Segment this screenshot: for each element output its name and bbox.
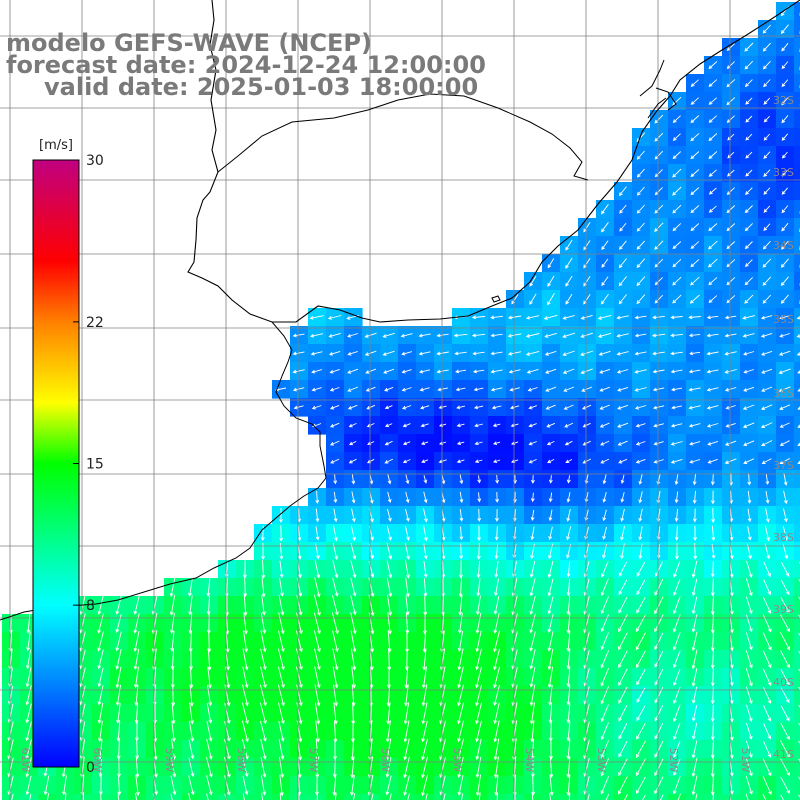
field-cell <box>614 794 633 800</box>
colorbar-tick-label: 8 <box>86 598 95 614</box>
field-cell <box>200 794 219 800</box>
field-cell <box>632 794 651 800</box>
field-cell <box>650 794 669 800</box>
field-cell <box>794 506 800 525</box>
lat-label: 37S <box>773 459 794 472</box>
field-cell <box>758 794 777 800</box>
lon-label: 57W <box>307 748 320 773</box>
field-cell <box>794 128 800 147</box>
field-cell <box>2 794 21 800</box>
field-cell <box>794 488 800 507</box>
field-cell <box>254 794 273 800</box>
field-cell <box>398 794 417 800</box>
field-cell <box>596 794 615 800</box>
field-cell <box>794 632 800 651</box>
field-cell <box>794 650 800 669</box>
field-cell <box>794 2 800 21</box>
field-cell <box>380 794 399 800</box>
field-cell <box>794 578 800 597</box>
lon-label: 52W <box>667 748 680 773</box>
field-cell <box>794 290 800 309</box>
lat-label: 32S <box>773 94 794 107</box>
field-cell <box>20 794 39 800</box>
lon-label: 53W <box>595 748 608 773</box>
valid-date: valid date: 2025-01-03 18:00:00 <box>44 75 478 99</box>
field-cell <box>794 200 800 219</box>
field-cell <box>794 758 800 777</box>
field-cell <box>668 794 687 800</box>
field-cell <box>236 794 255 800</box>
field-cell <box>776 794 795 800</box>
field-cell <box>794 776 800 795</box>
field-cell <box>164 794 183 800</box>
field-cell <box>794 740 800 759</box>
lat-label: 35S <box>773 313 794 326</box>
lat-label: 38S <box>773 531 794 544</box>
lon-label: 51W <box>739 748 752 773</box>
field-cell <box>542 794 561 800</box>
field-cell <box>794 614 800 633</box>
field-cell <box>794 218 800 237</box>
field-cell <box>794 560 800 579</box>
colorbar-tick-label: 30 <box>86 153 104 169</box>
field-cell <box>182 794 201 800</box>
field-cell <box>794 272 800 291</box>
field-cell <box>794 74 800 93</box>
lon-label: 55W <box>451 748 464 773</box>
colorbar-tick-label: 0 <box>86 760 95 776</box>
field-cell <box>794 668 800 687</box>
lon-label: 59W <box>163 748 176 773</box>
field-cell <box>722 794 741 800</box>
colorbar-tick-label: 15 <box>86 457 104 473</box>
lat-label: 33S <box>773 166 794 179</box>
lat-label: 34S <box>773 239 794 252</box>
lon-label: 56W <box>379 748 392 773</box>
uruguay-border <box>218 94 588 180</box>
field-cell <box>146 794 165 800</box>
field-cell <box>794 524 800 543</box>
field-cell <box>362 794 381 800</box>
field-cell <box>434 794 453 800</box>
lat-label: 39S <box>773 603 794 616</box>
colorbar-unit: [m/s] <box>39 138 73 153</box>
field-cell <box>416 794 435 800</box>
field-cell <box>272 794 291 800</box>
colorbar-scale <box>33 160 79 767</box>
field-cell <box>128 794 147 800</box>
field-cell <box>794 56 800 75</box>
field-cell <box>794 182 800 201</box>
field-cell <box>794 596 800 615</box>
field-cell <box>794 470 800 489</box>
field-cell <box>794 38 800 57</box>
field-cell <box>794 722 800 741</box>
field-cell <box>794 236 800 255</box>
field-cell <box>686 794 705 800</box>
lon-label: 58W <box>235 748 248 773</box>
lon-label: 54W <box>523 748 536 773</box>
field-cell <box>794 146 800 165</box>
lat-label: 41S <box>773 748 794 761</box>
field-cell <box>740 794 759 800</box>
field-cell <box>794 542 800 561</box>
field-cell <box>578 794 597 800</box>
field-cell <box>218 794 237 800</box>
lat-label: 40S <box>773 676 794 689</box>
field-cell <box>794 704 800 723</box>
lat-label: 36S <box>773 387 794 400</box>
field-cell <box>794 110 800 129</box>
field-cell <box>794 686 800 705</box>
colorbar-tick-label: 22 <box>86 315 104 331</box>
field-cell <box>794 254 800 273</box>
lon-label: 61W <box>19 748 32 773</box>
point-mark <box>492 296 500 302</box>
